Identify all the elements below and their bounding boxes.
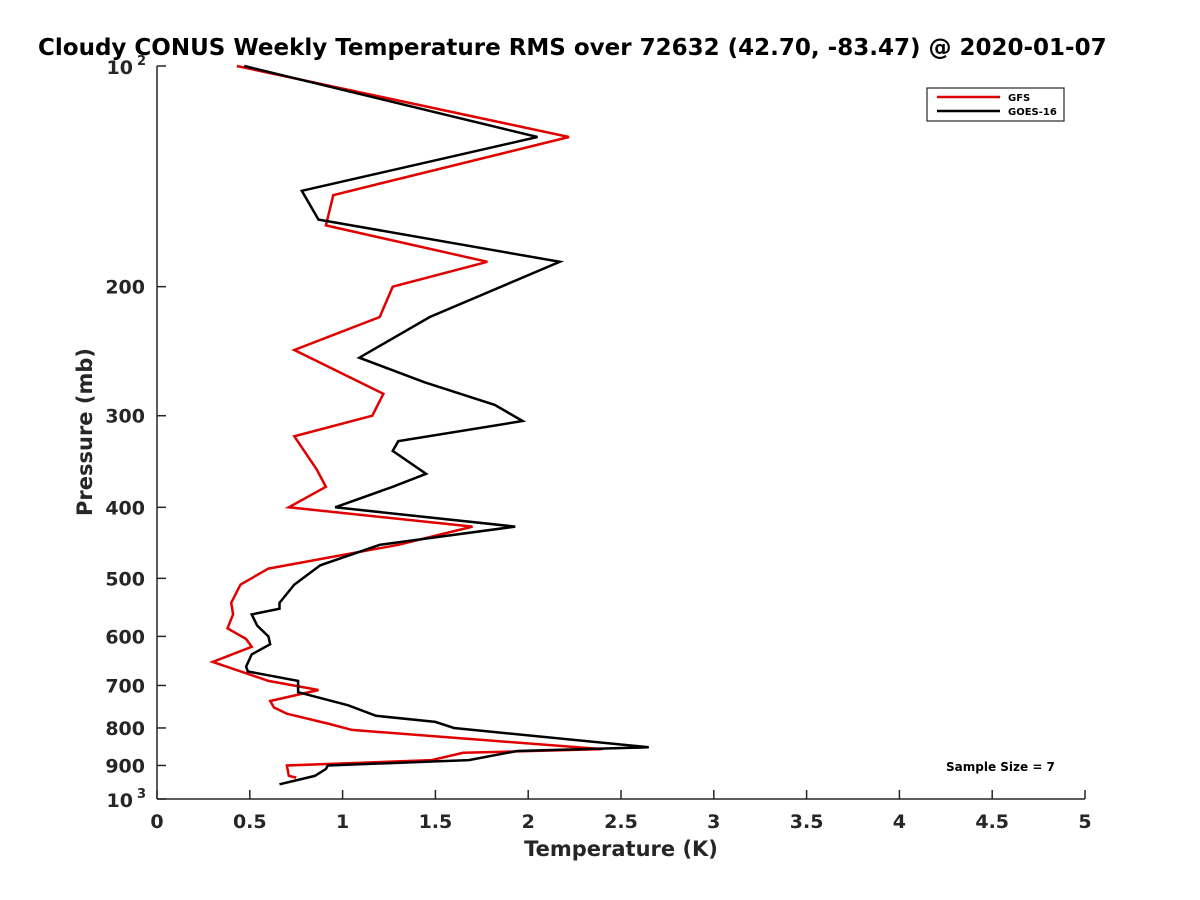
legend-label-goes16: GOES-16 xyxy=(1008,107,1057,118)
y-tick-label: 200 xyxy=(105,277,145,299)
y-axis-label: Pressure (mb) xyxy=(73,348,97,516)
x-axis-label: Temperature (K) xyxy=(524,837,718,861)
plot-area: 0 0.5 1 1.5 2 2.5 3 3.5 4 4.5 5 10 2 200 300 400 500 600… xyxy=(105,54,1091,833)
y-tick-label: 800 xyxy=(105,718,145,740)
y-tick-label: 900 xyxy=(105,755,145,777)
y-tick-label: 300 xyxy=(105,406,145,428)
x-tick-label: 4 xyxy=(893,811,906,833)
y-tick-label: 10 xyxy=(107,57,133,79)
x-tick-label: 2 xyxy=(522,811,535,833)
y-axis-ticks: 10 2 200 300 400 500 600 700 800 900 10 3 xyxy=(105,54,166,812)
x-tick-label: 5 xyxy=(1078,811,1091,833)
y-tick-exponent: 2 xyxy=(137,54,146,69)
y-tick-label: 700 xyxy=(105,675,145,697)
y-tick-label: 400 xyxy=(105,497,145,519)
chart-title: Cloudy CONUS Weekly Temperature RMS over… xyxy=(38,35,1107,61)
x-tick-label: 0.5 xyxy=(233,811,267,833)
series-layer xyxy=(209,64,649,786)
legend: GFS GOES-16 xyxy=(926,87,1065,122)
x-axis-ticks: 0 0.5 1 1.5 2 2.5 3 3.5 4 4.5 5 xyxy=(150,790,1092,833)
y-tick-label: 10 xyxy=(107,790,133,812)
x-tick-label: 4.5 xyxy=(975,811,1009,833)
legend-box xyxy=(926,87,1065,122)
sample-size-annotation: Sample Size = 7 xyxy=(946,760,1055,774)
x-tick-label: 3.5 xyxy=(790,811,824,833)
x-tick-label: 2.5 xyxy=(604,811,638,833)
x-tick-label: 0 xyxy=(150,811,163,833)
y-tick-label: 500 xyxy=(105,568,145,590)
series-line-gfs xyxy=(209,64,603,779)
legend-label-gfs: GFS xyxy=(1008,93,1030,104)
y-tick-label: 600 xyxy=(105,626,145,648)
series-line-goes16 xyxy=(243,64,649,786)
x-tick-label: 1 xyxy=(336,811,349,833)
x-tick-label: 3 xyxy=(707,811,720,833)
x-tick-label: 1.5 xyxy=(419,811,453,833)
y-tick-exponent: 3 xyxy=(137,787,146,802)
